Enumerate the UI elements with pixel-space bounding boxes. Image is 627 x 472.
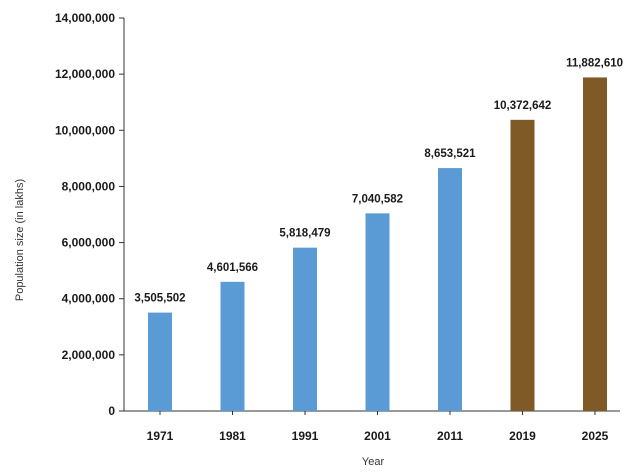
bar-2025 (583, 77, 607, 411)
y-tick-label: 14,000,000 (55, 11, 115, 25)
data-label-2025: 11,882,610 (566, 57, 623, 69)
x-tick-label: 1981 (219, 429, 246, 443)
y-tick-label: 2,000,000 (62, 348, 116, 362)
data-label-2011: 8,653,521 (424, 148, 476, 160)
data-label-2001: 7,040,582 (352, 193, 403, 205)
bars (148, 77, 607, 411)
y-tick-label: 6,000,000 (62, 236, 116, 250)
y-tick-label: 0 (108, 404, 115, 418)
y-axis: 0 2,000,000 4,000,000 6,000,000 8,000,000 10,… (55, 11, 125, 418)
x-axis-title: Year (362, 456, 385, 468)
data-label-1981: 4,601,566 (207, 262, 258, 274)
y-axis-title: Population size (in lakhs) (14, 179, 26, 301)
x-tick-label: 1991 (292, 429, 319, 443)
y-tick-label: 4,000,000 (62, 292, 116, 306)
data-label-2019: 10,372,642 (494, 100, 552, 112)
data-label-1991: 5,818,479 (279, 228, 330, 240)
data-labels: 3,505,502 4,601,566 5,818,479 7,040,582 8,65… (134, 57, 623, 304)
x-tick-label: 2019 (509, 429, 536, 443)
y-tick-label: 8,000,000 (62, 179, 116, 193)
bar-2001 (365, 213, 390, 411)
x-axis: 1971 1981 1991 2001 2011 2019 2025 (124, 410, 620, 443)
y-tick-label: 10,000,000 (55, 123, 115, 137)
bar-1991 (293, 247, 317, 411)
x-tick-label: 2001 (364, 429, 391, 443)
x-tick-label: 2011 (437, 429, 463, 443)
y-tick-label: 12,000,000 (55, 67, 115, 81)
bar-1981 (220, 281, 245, 411)
x-tick-label: 2025 (582, 429, 609, 443)
x-tick-label: 1971 (147, 429, 174, 443)
bar-1971 (148, 312, 172, 411)
data-label-1971: 3,505,502 (134, 293, 185, 305)
bar-2011 (438, 168, 462, 411)
bar-2019 (510, 119, 535, 411)
